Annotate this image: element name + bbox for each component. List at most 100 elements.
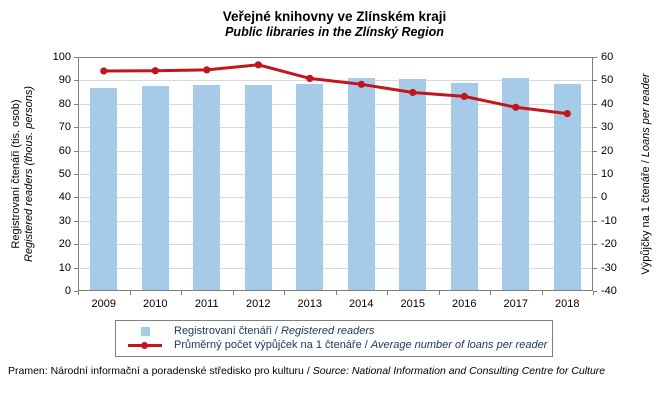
bar-2009 xyxy=(90,87,118,291)
gridline xyxy=(78,103,593,105)
right-axis-tick xyxy=(593,150,597,152)
left-axis-tick-label: 80 xyxy=(58,97,71,110)
right-axis-tick-label: -20 xyxy=(601,238,617,251)
right-axis-tick-label: 40 xyxy=(601,97,614,110)
left-axis-tick xyxy=(74,220,78,222)
right-axis-tick-label: -40 xyxy=(601,285,617,297)
right-axis-tick xyxy=(593,174,597,175)
x-tick-label-2012: 2012 xyxy=(246,298,271,310)
source-note-en: Source: National Information and Consult… xyxy=(312,365,606,377)
line-point-2012 xyxy=(254,61,262,69)
right-axis-title-en: Loans per reader xyxy=(640,73,652,158)
x-axis-tick xyxy=(284,291,285,295)
right-axis-tick xyxy=(593,127,597,129)
loans-per-reader-line-series xyxy=(100,61,571,118)
line-point-2017 xyxy=(512,103,520,111)
line-point-2015 xyxy=(409,88,417,97)
x-tick-label-2017: 2017 xyxy=(503,298,528,310)
gridline xyxy=(78,267,593,269)
legend-item-registered-readers: Registrovaní čtenáři / Registered readers xyxy=(116,324,552,338)
bar-2013 xyxy=(296,83,324,291)
left-axis-tick-label: 50 xyxy=(58,168,71,180)
right-axis-tick xyxy=(593,57,597,58)
right-axis-tick-label: 30 xyxy=(601,121,614,134)
left-axis-tick xyxy=(74,80,78,82)
left-axis-tick xyxy=(74,244,78,246)
bar-2017 xyxy=(502,78,530,291)
legend-label-loans-per-reader: Průměrný počet výpůjček na 1 čtenáře / Av… xyxy=(174,339,548,351)
gridline xyxy=(78,127,593,129)
bar-2011 xyxy=(193,84,221,291)
bar-2010 xyxy=(141,86,169,291)
right-axis-tick-label: 10 xyxy=(601,168,614,180)
line-point-2009 xyxy=(100,67,108,75)
x-axis-tick xyxy=(335,291,337,295)
right-axis-tick xyxy=(593,244,597,246)
left-axis-tick-label: 70 xyxy=(58,121,71,134)
x-tick-label-2011: 2011 xyxy=(194,298,219,310)
bar-2012 xyxy=(244,85,272,291)
line-point-2013 xyxy=(306,74,314,82)
left-axis-tick xyxy=(74,197,78,199)
left-axis-tick xyxy=(74,127,78,129)
line-marker-dot xyxy=(141,341,148,349)
x-axis-tick xyxy=(387,291,388,295)
bar-2018 xyxy=(553,84,581,291)
x-tick-label-2010: 2010 xyxy=(143,298,168,310)
chart-title: Veřejné knihovny ve Zlínském kraji xyxy=(222,9,447,24)
left-axis-tick xyxy=(74,103,78,105)
x-tick-label-2009: 2009 xyxy=(91,298,116,310)
line-series-stroke xyxy=(103,63,568,116)
gridline xyxy=(78,197,593,199)
left-axis-tick-label: 20 xyxy=(58,238,71,251)
x-axis-tick xyxy=(232,291,234,295)
left-axis-tick-label: 10 xyxy=(58,261,71,274)
gridline xyxy=(78,150,593,152)
left-axis-tick xyxy=(74,174,78,175)
left-axis-tick-label: 0 xyxy=(64,285,71,297)
right-axis-tick xyxy=(593,291,597,292)
left-axis-tick xyxy=(74,267,78,269)
left-axis-tick xyxy=(74,57,78,58)
x-tick-label-2014: 2014 xyxy=(349,298,374,310)
legend-marker-column xyxy=(116,341,174,349)
right-axis-tick-label: 20 xyxy=(601,144,614,157)
x-axis-tick xyxy=(593,291,594,295)
source-note-cs: Pramen: Národní informační a poradenské … xyxy=(8,365,310,377)
gridline xyxy=(78,174,593,175)
left-axis-title: Registrovaní čtenáři (tis. osob) Registe… xyxy=(10,86,36,262)
x-axis-tick xyxy=(129,291,131,295)
bar-series-marker-icon xyxy=(140,326,150,336)
line-point-2016 xyxy=(460,92,468,100)
line-point-2014 xyxy=(357,80,365,88)
x-axis-tick xyxy=(78,291,79,295)
x-tick-label-2015: 2015 xyxy=(400,298,425,310)
x-axis-tick xyxy=(541,291,543,295)
right-axis-tick xyxy=(593,197,597,199)
left-axis-tick-label: 60 xyxy=(58,144,71,157)
x-tick-label-2013: 2013 xyxy=(297,298,322,310)
right-axis-tick-label: 60 xyxy=(601,51,614,63)
line-point-2011 xyxy=(203,66,211,74)
right-axis-tick-label: 0 xyxy=(601,191,608,204)
left-axis-title-en: Registered readers (thous. persons) xyxy=(23,85,35,263)
right-axis-tick-label: -30 xyxy=(601,261,617,274)
legend-item-loans-per-reader: Průměrný počet výpůjček na 1 čtenáře / Av… xyxy=(116,338,552,352)
x-axis-tick xyxy=(490,291,491,295)
right-axis-tick xyxy=(593,267,597,269)
line-series-marker-icon xyxy=(128,341,162,349)
x-tick-label-2016: 2016 xyxy=(452,298,477,310)
line-point-2010 xyxy=(151,67,159,75)
left-axis-tick-label: 100 xyxy=(52,51,71,63)
legend: Registrovaní čtenáři / Registered readers… xyxy=(115,320,553,357)
right-axis-title: Výpůjčky na 1 čtenáře / Loans per reader xyxy=(640,73,652,274)
gridline xyxy=(78,244,593,246)
x-axis-tick xyxy=(438,291,440,295)
left-axis-tick-label: 40 xyxy=(58,191,71,204)
right-axis-tick xyxy=(593,103,597,105)
legend-marker-column xyxy=(116,326,174,336)
legend-label-registered-readers: Registrovaní čtenáři / Registered readers xyxy=(174,325,375,337)
bar-2016 xyxy=(450,82,478,291)
source-note: Pramen: Národní informační a poradenské … xyxy=(8,365,668,377)
x-axis-tick xyxy=(181,291,182,295)
